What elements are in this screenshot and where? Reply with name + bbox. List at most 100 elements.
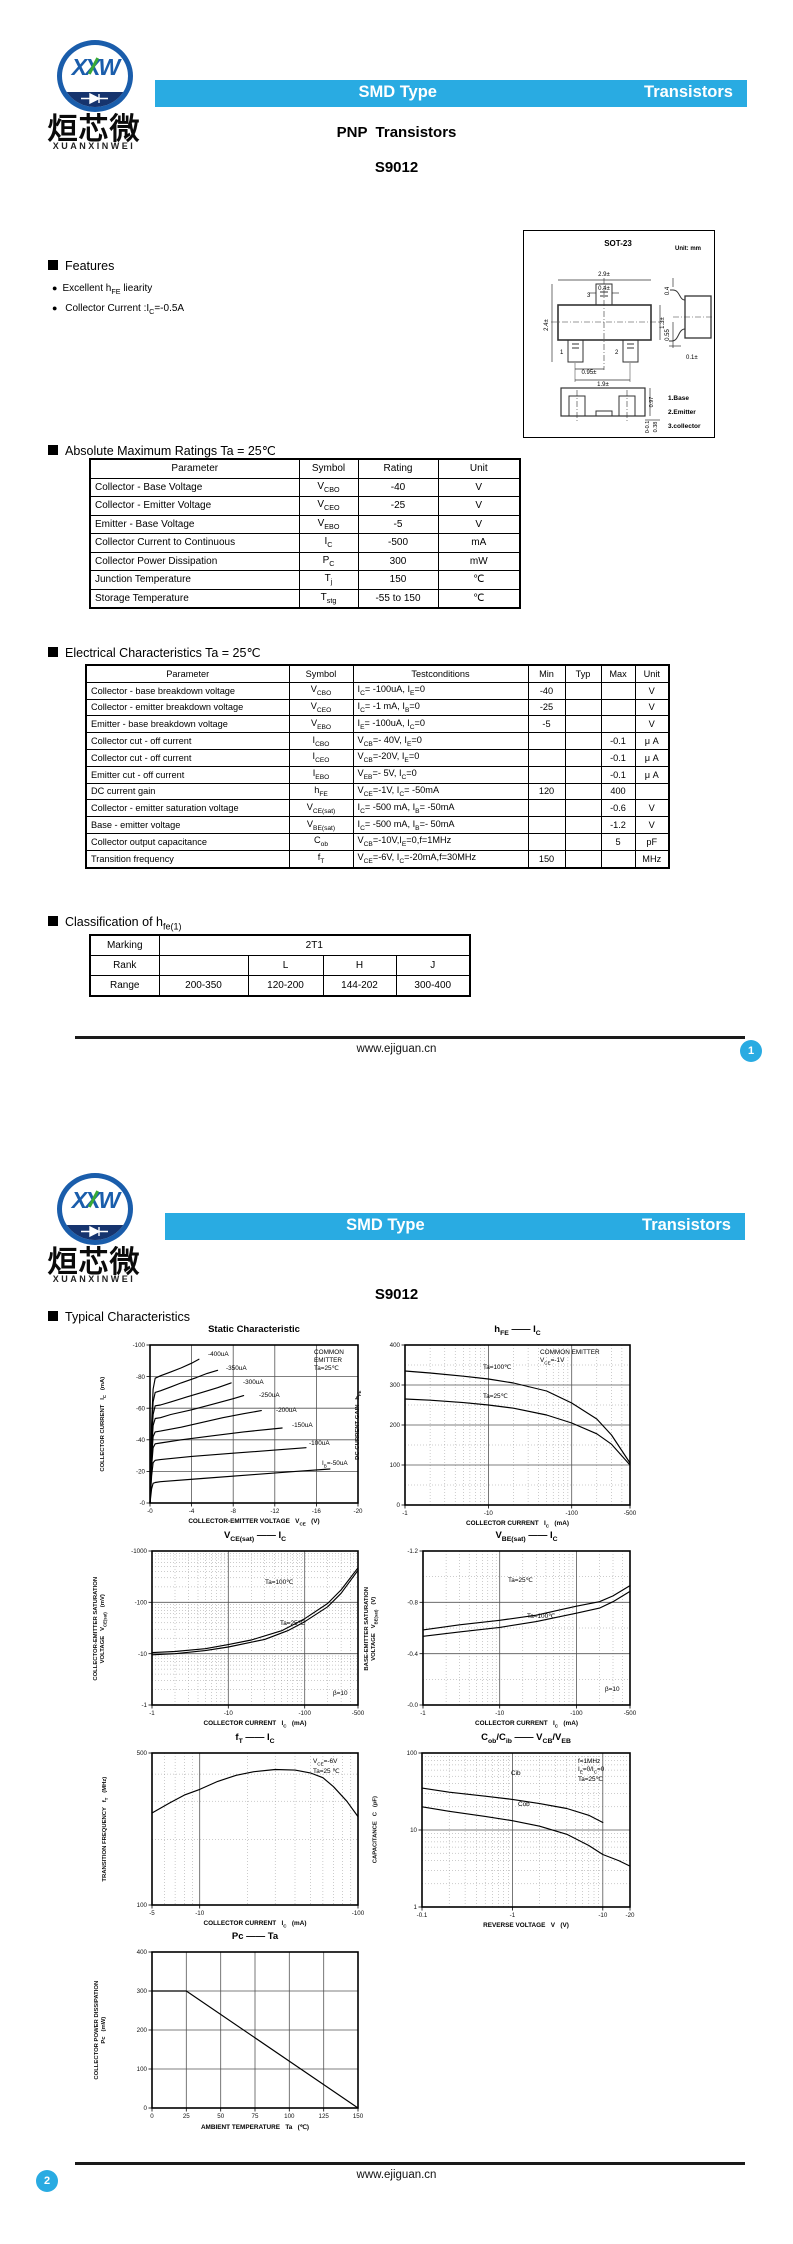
svg-text:300: 300 — [390, 1382, 401, 1389]
table-cell — [527, 832, 566, 851]
table-cell: μ A — [634, 732, 670, 750]
series-Pc — [151, 1990, 359, 2109]
svg-text:-100: -100 — [135, 1600, 148, 1607]
chart-title: fT —— IC — [235, 1732, 275, 1745]
table-header-cell: Parameter — [85, 664, 290, 683]
table-cell — [564, 748, 602, 767]
series-Ta=100C — [151, 1567, 359, 1654]
svg-text:-10: -10 — [224, 1710, 234, 1717]
table-cell: VCBO — [288, 681, 354, 700]
table-row: Collector - Emitter Voltage VCEO -25 V — [89, 496, 521, 516]
table-cell: μ A — [634, 748, 670, 767]
svg-text:-5: -5 — [149, 1910, 155, 1917]
chart-title: VCE(sat) —— IC — [223, 1530, 287, 1543]
table-row: DC current gain hFE VCE=-1V, IC= -50mA 120 4… — [85, 782, 670, 801]
table-header-cell: Typ — [564, 664, 602, 683]
table-cell: 144-202 — [322, 975, 397, 997]
hfe-ic-plot: -1 -10 -100 -500 0 100 200 300 400 — [390, 1342, 637, 1517]
table-cell: VCEO — [298, 496, 359, 516]
curve-label: -350uA — [226, 1365, 247, 1372]
svg-text:-100: -100 — [352, 1910, 365, 1917]
svg-text:-0.8: -0.8 — [407, 1600, 418, 1607]
table-cell: Emitter cut - off current — [85, 765, 290, 784]
svg-text:-100: -100 — [299, 1710, 312, 1717]
curve-label: -150uA — [292, 1422, 313, 1429]
curve-label: β=10 — [605, 1686, 620, 1693]
package-dim-label: 2.Emitter — [668, 409, 696, 416]
brand-roman-name: XUANXINWEI — [52, 1274, 136, 1284]
package-dim-label: 0.4 — [665, 286, 671, 295]
vce-sat-ic-chart: -1 -10 -100 -500 -1 -10 -100 -1000 VCE(sat) —— I… — [90, 1529, 380, 1743]
table-cell: VEBO — [288, 715, 354, 734]
svg-text:500: 500 — [137, 1750, 148, 1757]
page-number-badge: 2 — [36, 2170, 58, 2192]
table-cell — [564, 849, 602, 869]
series-Ta=25C — [422, 1585, 631, 1631]
vbe-sat-ic-chart: -1 -10 -100 -500 -0.0 -0.4 -0.8 -1.2 VBE(sat) ——… — [361, 1529, 652, 1743]
square-bullet-icon — [48, 1311, 58, 1321]
table-cell: -40 — [527, 681, 566, 700]
table-cell: V — [437, 477, 521, 497]
table-cell: VCEO — [288, 698, 354, 717]
x-axis-label: COLLECTOR CURRENT IC (mA) — [203, 1720, 307, 1729]
table-row: Collector - emitter saturation voltage VC… — [85, 799, 670, 818]
table-cell: Tj — [298, 570, 359, 590]
table-cell — [564, 832, 602, 851]
table-cell: IC= -100uA, IE=0 — [352, 681, 529, 700]
table-cell: Collector output capacitance — [85, 832, 290, 851]
package-dim-label: 1.3± — [660, 316, 666, 328]
pc-ta-chart: 0 25 50 75 100 125 150 0 100 200 300 400 Pc —— Ta AMB… — [90, 1930, 380, 2146]
table-header-cell: Symbol — [298, 458, 359, 479]
svg-text:-20: -20 — [136, 1469, 146, 1476]
table-cell: Emitter - base breakdown voltage — [85, 715, 290, 734]
table-cell: -500 — [357, 533, 439, 553]
svg-text:-1: -1 — [510, 1912, 516, 1919]
table-cell: Collector - emitter saturation voltage — [85, 799, 290, 818]
company-logo-icon: XXW — [57, 40, 133, 112]
dot-bullet-icon: ● — [52, 303, 58, 313]
x-axis-label: AMBIENT TEMPERATURE Ta (℃) — [200, 2124, 310, 2131]
feature-item: ● Collector Current :IC=-0.5A — [52, 303, 185, 316]
table-row: Emitter cut - off current IEBO VEB=- 5V, I… — [85, 765, 670, 784]
hfe-classification-table: Marking 2T1 Rank L H J Range 200-350 120-200 144-… — [89, 934, 472, 997]
package-dim-label: 3.collector — [668, 423, 701, 430]
table-cell: Collector Current to Continuous — [89, 533, 300, 553]
page2-part-number: S9012 — [374, 1286, 419, 1303]
curve-label: Cib — [511, 1770, 521, 1777]
table-cell: Range — [89, 975, 160, 997]
footer-divider — [75, 1036, 745, 1039]
table-cell: V — [437, 496, 521, 516]
package-dim-label: 1.Base — [668, 395, 689, 402]
table-row: Collector cut - off current ICEO VCB=-20V,… — [85, 748, 670, 767]
package-dim-label: 0.38 — [653, 422, 659, 433]
table-header-cell: Rating — [357, 458, 439, 479]
svg-text:400: 400 — [390, 1342, 401, 1349]
elec-section-title: Electrical Characteristics Ta = 25℃ — [48, 645, 260, 660]
abs-max-section-title: Absolute Maximum Ratings Ta = 25℃ — [48, 443, 276, 458]
table-header-cell: Parameter — [89, 458, 300, 479]
svg-text:10: 10 — [410, 1827, 417, 1834]
svg-text:-0.0: -0.0 — [407, 1702, 418, 1709]
table-cell: VEB=- 5V, IC=0 — [352, 765, 529, 784]
hfe-ic-chart: -1 -10 -100 -500 0 100 200 300 400 hFE —— IC COLLE… — [343, 1323, 652, 1543]
table-cell: V — [437, 514, 521, 534]
page-number-badge: 1 — [740, 1040, 762, 1062]
series-fT — [151, 1768, 359, 1818]
package-dim-label: SOT-23 — [604, 239, 632, 248]
curve-label: -100uA — [309, 1440, 330, 1447]
series-IB=-250uA — [149, 1395, 245, 1504]
table-cell: L — [247, 955, 324, 976]
table-row: Marking 2T1 — [89, 934, 471, 956]
table-header-cell: Unit — [437, 458, 521, 479]
table-header-cell: Symbol — [288, 664, 354, 683]
dot-bullet-icon: ● — [52, 283, 58, 293]
table-cell — [527, 748, 566, 767]
y-axis-label: COLLECTOR CURRENT IC (mA) — [99, 1377, 107, 1473]
svg-text:-8: -8 — [230, 1508, 236, 1515]
svg-text:300: 300 — [137, 1988, 148, 1995]
static-characteristic-chart: -0 -4 -8 -12 -16 -20 -0 -20 -40 -60 -80 -100 Static … — [88, 1323, 380, 1541]
svg-text:-500: -500 — [624, 1510, 637, 1517]
table-cell: 2T1 — [158, 934, 471, 956]
svg-text:125: 125 — [319, 2113, 330, 2120]
